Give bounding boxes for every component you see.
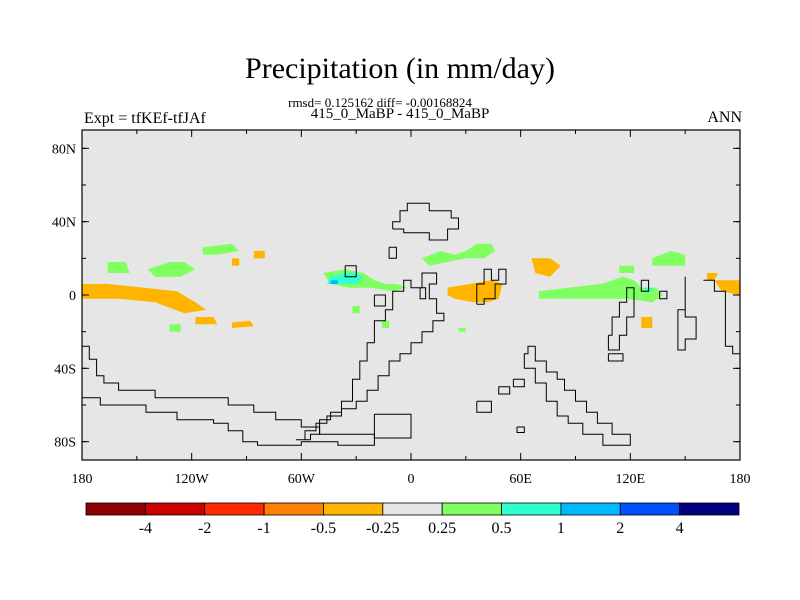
colorbar-label-6: 0.5 <box>492 520 512 537</box>
colorbar-swatch-1 <box>144 502 206 516</box>
axes-layer: 180 120W 60W 0 60E 120E 180 80N 40N 0 40S 80S <box>52 130 751 487</box>
anomaly-region-5 <box>447 280 503 303</box>
anomaly-region-9 <box>714 280 740 295</box>
anomaly-region-10 <box>147 262 196 277</box>
colorbar-swatch-6 <box>441 502 502 516</box>
anomaly-region-4 <box>231 258 240 266</box>
colorbar: -4 -2 -1 -0.5 -0.25 0.25 0.5 1 2 4 <box>85 502 740 537</box>
anomaly-region-21 <box>458 328 466 332</box>
x-tick-label-6: 180 <box>730 472 751 487</box>
anomaly-region-16 <box>381 320 390 328</box>
colorbar-swatch-0 <box>85 502 146 516</box>
chart-title: Precipitation (in mm/day) <box>245 52 555 85</box>
coastline-7 <box>392 202 459 241</box>
colorbar-label-2: -1 <box>257 520 270 537</box>
x-tick-label-3: 0 <box>408 472 415 487</box>
anomaly-region-20 <box>652 251 686 266</box>
colorbar-label-7: 1 <box>557 520 565 537</box>
colorbar-swatch-5 <box>382 502 443 516</box>
colorbar-label-8: 2 <box>616 520 624 537</box>
coastline-18 <box>677 276 697 351</box>
x-tick-label-1: 120W <box>175 472 210 487</box>
anomaly-region-18 <box>538 276 664 303</box>
colorbar-swatch-8 <box>560 502 621 516</box>
season-label: ANN <box>707 109 742 126</box>
anomaly-region-8 <box>707 273 719 281</box>
coastline-1 <box>295 272 445 441</box>
coastline-12 <box>516 426 525 433</box>
y-tick-label-3: 40S <box>54 362 76 377</box>
coastline-10 <box>498 386 511 395</box>
chart-subtitle: 415_0_MaBP - 415_0_MaBP <box>310 106 490 122</box>
coastline-19 <box>703 279 740 355</box>
anomaly-region-15 <box>352 306 360 314</box>
coastline-2 <box>373 413 412 439</box>
coastline-13 <box>523 345 631 446</box>
colorbar-swatch-9 <box>619 502 681 516</box>
x-tick-label-0: 180 <box>72 472 93 487</box>
colorbar-label-1: -2 <box>198 520 211 537</box>
anomaly-region-6 <box>531 258 561 277</box>
coastline-9 <box>476 400 492 413</box>
y-tick-label-0: 80N <box>52 142 76 157</box>
y-tick-label-4: 80S <box>54 436 76 451</box>
y-tick-label-2: 0 <box>69 289 76 304</box>
x-tick-label-2: 60W <box>288 472 316 487</box>
anomaly-region-12 <box>107 262 130 273</box>
colorbar-label-3: -0.5 <box>311 520 336 537</box>
anomaly-region-0 <box>82 284 207 314</box>
colorbar-swatch-10 <box>679 502 740 516</box>
colorbar-swatch-4 <box>323 502 384 516</box>
y-tick-label-1: 40N <box>52 216 76 231</box>
anomaly-region-13 <box>169 324 181 332</box>
coastline-3 <box>344 265 357 278</box>
coastline-17 <box>659 290 668 300</box>
coastline-layer <box>82 202 740 446</box>
anomaly-region-3 <box>253 251 265 259</box>
anomaly-region-7 <box>641 317 653 328</box>
coastline-5 <box>373 294 386 307</box>
colorbar-swatch-3 <box>263 502 324 516</box>
colorbar-swatch-7 <box>501 502 562 516</box>
stats-text: rmsd= 0.125162 diff= -0.00168824 <box>288 95 472 110</box>
anomaly-layer <box>82 243 740 332</box>
colorbar-swatch-2 <box>204 502 265 516</box>
colorbar-label-9: 4 <box>676 520 684 537</box>
coastline-15 <box>607 287 635 351</box>
coastline-4 <box>388 246 397 259</box>
coastline-16 <box>640 279 650 292</box>
anomaly-region-23 <box>330 280 338 284</box>
colorbar-label-0: -4 <box>139 520 152 537</box>
anomaly-region-1 <box>195 317 218 325</box>
anomaly-region-17 <box>422 243 496 266</box>
coastline-8 <box>476 268 507 305</box>
coastline-0 <box>82 345 375 446</box>
coastline-6 <box>419 287 427 300</box>
colorbar-label-4: -0.25 <box>366 520 399 537</box>
coastline-14 <box>607 353 624 362</box>
colorbar-label-5: 0.25 <box>428 520 456 537</box>
experiment-label: Expt = tfKEf-tfJAf <box>84 110 206 127</box>
anomaly-region-19 <box>619 265 634 273</box>
anomaly-region-2 <box>231 320 254 328</box>
x-tick-label-5: 120E <box>616 472 646 487</box>
coastline-11 <box>512 378 525 388</box>
x-tick-label-4: 60E <box>509 472 532 487</box>
anomaly-region-11 <box>202 243 240 255</box>
